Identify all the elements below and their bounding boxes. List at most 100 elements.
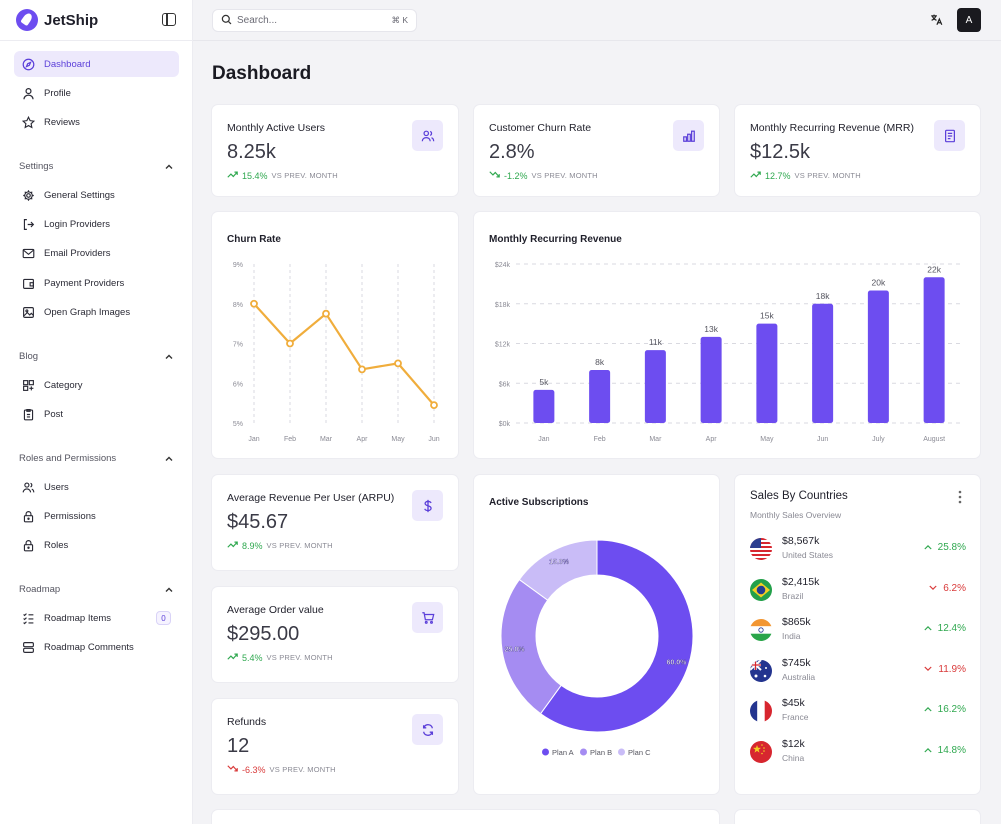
bar-chart-icon bbox=[673, 120, 704, 151]
bottom-card-right bbox=[735, 810, 980, 824]
section-roles-permissions[interactable]: Roles and Permissions bbox=[19, 453, 174, 464]
x-tick-label: Mar bbox=[649, 436, 662, 443]
section-blog[interactable]: Blog bbox=[19, 351, 174, 362]
bar-data-label: 18k bbox=[816, 291, 830, 301]
sidebar-item-label: Email Providers bbox=[44, 247, 111, 259]
brand[interactable]: JetShip bbox=[16, 8, 98, 32]
churn-series-line bbox=[253, 303, 435, 406]
donut-slice bbox=[518, 539, 598, 601]
section-roadmap[interactable]: Roadmap bbox=[19, 584, 174, 595]
sidebar-item-general-settings[interactable]: General Settings bbox=[14, 182, 179, 208]
trend-note: VS PREV. MONTH bbox=[794, 171, 861, 180]
trend-value: -6.3% bbox=[242, 764, 266, 775]
sidebar-item-post[interactable]: Post bbox=[14, 401, 179, 427]
chevron-up-icon bbox=[164, 454, 174, 464]
stat-title: Average Order value bbox=[227, 604, 324, 616]
stat-trend: 15.4% VS PREV. MONTH bbox=[227, 170, 338, 181]
country-sales-amount: $865k bbox=[782, 616, 811, 629]
sidebar-item-open-graph-images[interactable]: Open Graph Images bbox=[14, 299, 179, 325]
x-tick-label: May bbox=[391, 436, 405, 443]
stat-trend: -1.2% VS PREV. MONTH bbox=[489, 170, 598, 181]
sidebar-item-label: Roles bbox=[44, 539, 69, 551]
sidebar-item-reviews[interactable]: Reviews bbox=[14, 109, 179, 135]
country-row: $745k Australia 11.9% bbox=[750, 657, 966, 685]
country-row: $45k France 16.2% bbox=[750, 697, 966, 725]
y-tick-label: $6k bbox=[499, 381, 511, 388]
search-input[interactable]: Search... ⌘ K bbox=[212, 9, 417, 32]
india-flag-icon bbox=[750, 619, 772, 642]
stat-trend: 12.7% VS PREV. MONTH bbox=[750, 170, 861, 181]
y-tick-label: 5% bbox=[233, 421, 243, 428]
y-tick-label: $24k bbox=[495, 262, 511, 269]
chevron-up-icon bbox=[164, 585, 174, 595]
stat-value: $295.00 bbox=[227, 623, 300, 645]
wallet-icon bbox=[22, 277, 35, 290]
country-sales-amount: $12k bbox=[782, 738, 805, 750]
trend-value: 8.9% bbox=[242, 540, 263, 551]
sidebar-item-category[interactable]: Category bbox=[14, 372, 179, 398]
page-title: Dashboard bbox=[212, 63, 312, 84]
stat-value: $45.67 bbox=[227, 511, 289, 533]
section-settings[interactable]: Settings bbox=[19, 161, 174, 172]
sidebar-item-roadmap-items[interactable]: Roadmap Items 0 bbox=[14, 605, 179, 631]
bar-data-label: 13k bbox=[704, 324, 718, 334]
users-icon bbox=[412, 120, 443, 151]
chevron-down-icon bbox=[929, 583, 937, 594]
us-flag-icon bbox=[750, 538, 772, 560]
mrr-bar bbox=[700, 336, 722, 423]
data-point bbox=[250, 299, 258, 308]
chevron-up-icon bbox=[924, 745, 932, 756]
card-title: Sales By Countries bbox=[750, 490, 848, 502]
stat-title: Customer Churn Rate bbox=[489, 122, 592, 134]
country-change-value: 14.8% bbox=[937, 745, 966, 756]
sidebar-item-users[interactable]: Users bbox=[14, 474, 179, 500]
y-tick-label: 6% bbox=[233, 381, 243, 388]
sidebar-item-dashboard[interactable]: Dashboard bbox=[14, 51, 179, 77]
sidebar-item-label: General Settings bbox=[44, 189, 115, 201]
country-row: $2,415k Brazil 6.2% bbox=[750, 576, 966, 604]
sidebar-item-roadmap-comments[interactable]: Roadmap Comments bbox=[14, 634, 179, 660]
sidebar-item-profile[interactable]: Profile bbox=[14, 80, 179, 106]
legend-swatch bbox=[542, 748, 549, 756]
card-subtitle: Monthly Sales Overview bbox=[750, 510, 842, 520]
country-change-value: 6.2% bbox=[943, 582, 966, 594]
section-title: Roles and Permissions bbox=[19, 453, 117, 464]
chart-title: Monthly Recurring Revenue bbox=[489, 234, 622, 245]
sidebar-item-roles[interactable]: Roles bbox=[14, 532, 179, 558]
sidebar-item-login-providers[interactable]: Login Providers bbox=[14, 211, 179, 237]
sidebar-item-payment-providers[interactable]: Payment Providers bbox=[14, 270, 179, 296]
rocket-logo-icon bbox=[16, 9, 38, 31]
y-tick-label: 8% bbox=[233, 302, 243, 309]
mrr-chart-card: Monthly Recurring Revenue $24k $18k $12k $6… bbox=[474, 212, 980, 458]
avatar[interactable]: A bbox=[957, 8, 981, 32]
stat-card-mrr: Monthly Recurring Revenue (MRR) $12.5k 1… bbox=[735, 105, 980, 196]
star-icon bbox=[22, 115, 35, 129]
y-tick-label: 9% bbox=[233, 262, 243, 269]
trend-value: 15.4% bbox=[242, 170, 268, 181]
sidebar-item-permissions[interactable]: Permissions bbox=[14, 503, 179, 529]
country-sales-amount: $8,567k bbox=[782, 535, 820, 547]
bar-data-label: 22k bbox=[927, 264, 941, 274]
sidebar-item-label: Category bbox=[44, 379, 83, 391]
section-title: Settings bbox=[19, 161, 54, 172]
bar-data-label: 11k bbox=[649, 337, 663, 347]
y-tick-label: $18k bbox=[495, 302, 511, 309]
search-shortcut: ⌘ K bbox=[391, 15, 408, 25]
stat-card-mau: Monthly Active Users 8.25k 15.4% VS PREV… bbox=[212, 105, 458, 196]
grid-icon bbox=[22, 379, 35, 392]
x-tick-label: Jan bbox=[248, 436, 259, 443]
sidebar-item-email-providers[interactable]: Email Providers bbox=[14, 240, 179, 266]
sidebar-item-label: Roadmap Comments bbox=[44, 641, 134, 653]
trend-note: VS PREV. MONTH bbox=[266, 653, 333, 662]
translate-icon[interactable] bbox=[929, 13, 943, 27]
section-title: Blog bbox=[19, 351, 39, 362]
trend-up-icon bbox=[227, 652, 238, 663]
data-point bbox=[430, 401, 438, 410]
chart-title: Active Subscriptions bbox=[489, 497, 589, 508]
country-change: 12.4% bbox=[924, 623, 966, 634]
x-tick-label: Jan bbox=[538, 436, 549, 443]
more-options-icon[interactable] bbox=[958, 490, 962, 504]
sidebar-toggle-icon[interactable] bbox=[162, 13, 176, 26]
chevron-down-icon bbox=[924, 664, 932, 675]
image-icon bbox=[22, 306, 35, 319]
